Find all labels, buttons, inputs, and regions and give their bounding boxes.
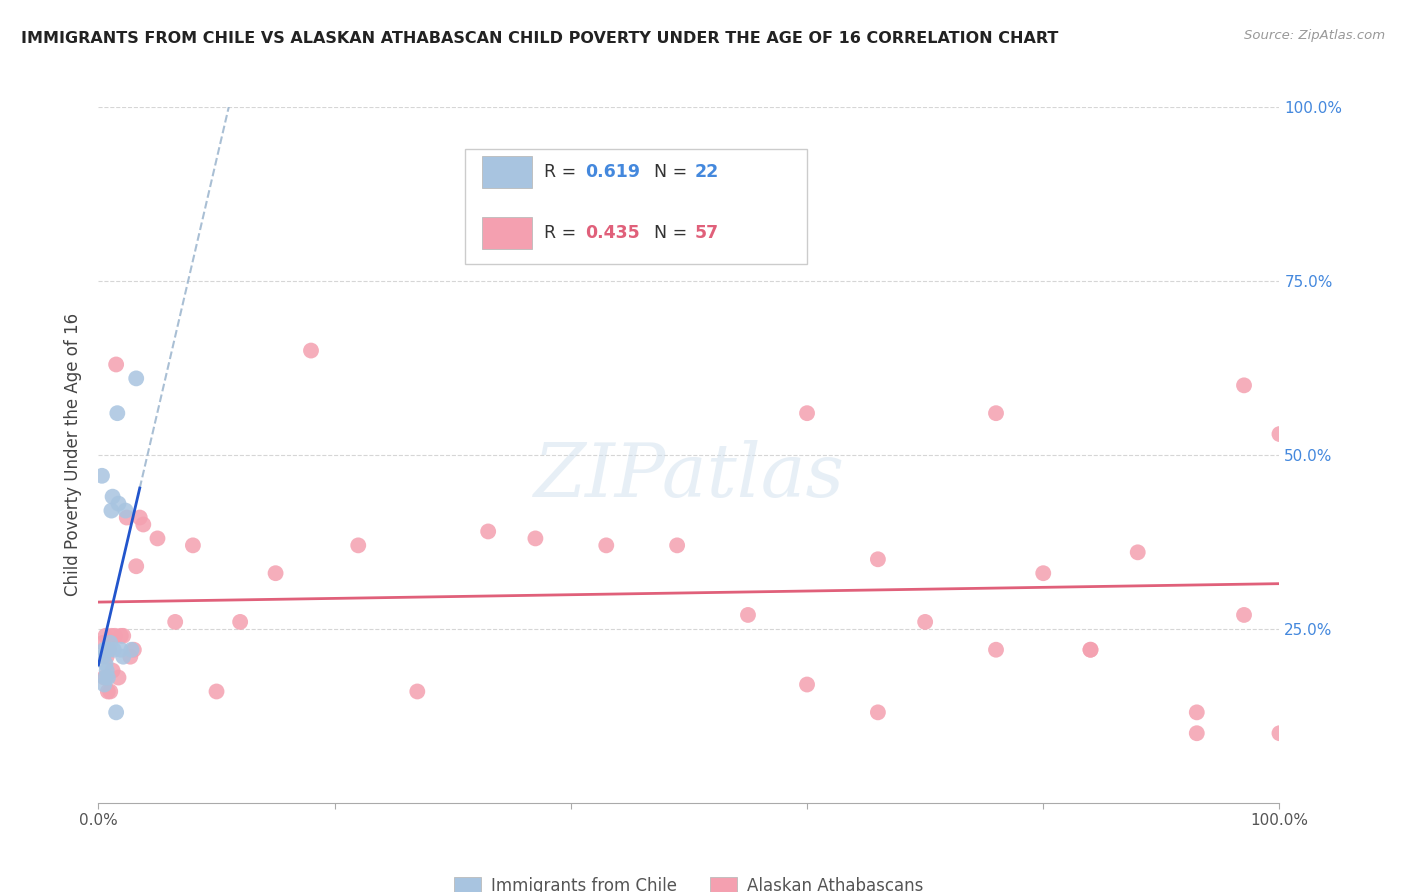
- Point: [914, 615, 936, 629]
- Point: [866, 552, 889, 566]
- Point: [205, 684, 228, 698]
- Point: [125, 559, 148, 574]
- Point: [146, 532, 169, 546]
- Point: [96, 642, 118, 657]
- Point: [115, 510, 138, 524]
- Text: 57: 57: [695, 224, 718, 242]
- Point: [98, 642, 121, 657]
- Text: 0.619: 0.619: [585, 163, 640, 181]
- Point: [96, 649, 118, 664]
- Point: [737, 607, 759, 622]
- Point: [94, 629, 117, 643]
- Text: N =: N =: [654, 163, 692, 181]
- Text: R =: R =: [544, 224, 582, 242]
- Point: [1185, 706, 1208, 720]
- Text: N =: N =: [654, 224, 692, 242]
- Point: [91, 636, 114, 650]
- Point: [97, 671, 120, 685]
- Text: 22: 22: [695, 163, 718, 181]
- Point: [796, 406, 818, 420]
- Point: [96, 664, 118, 678]
- Point: [110, 642, 132, 657]
- Point: [406, 684, 429, 698]
- Point: [1233, 378, 1256, 392]
- Point: [181, 538, 204, 552]
- Point: [1268, 427, 1291, 442]
- Point: [93, 642, 115, 657]
- Text: ZIPatlas: ZIPatlas: [533, 440, 845, 512]
- Point: [114, 503, 136, 517]
- Point: [94, 671, 117, 685]
- Point: [132, 517, 155, 532]
- Point: [101, 664, 124, 678]
- Point: [122, 642, 145, 657]
- Text: Source: ZipAtlas.com: Source: ZipAtlas.com: [1244, 29, 1385, 42]
- Point: [595, 538, 617, 552]
- Point: [107, 497, 129, 511]
- Point: [100, 629, 122, 643]
- Point: [105, 706, 128, 720]
- Point: [91, 468, 114, 483]
- Point: [105, 406, 128, 420]
- Point: [112, 629, 135, 643]
- Point: [299, 343, 322, 358]
- Text: R =: R =: [544, 163, 582, 181]
- Point: [984, 642, 1007, 657]
- Point: [128, 510, 150, 524]
- Point: [984, 406, 1007, 420]
- Point: [120, 649, 142, 664]
- Point: [100, 503, 122, 517]
- Point: [110, 629, 132, 643]
- Point: [666, 538, 689, 552]
- Point: [98, 684, 121, 698]
- Point: [1268, 726, 1291, 740]
- Point: [125, 371, 148, 385]
- Point: [103, 642, 125, 657]
- Point: [1080, 642, 1102, 657]
- Point: [1185, 726, 1208, 740]
- Point: [1032, 566, 1054, 581]
- Point: [347, 538, 370, 552]
- Point: [866, 706, 889, 720]
- Point: [112, 649, 135, 664]
- Point: [107, 671, 129, 685]
- Point: [165, 615, 187, 629]
- Point: [98, 636, 121, 650]
- Text: 0.435: 0.435: [585, 224, 640, 242]
- Point: [477, 524, 499, 539]
- Point: [97, 684, 120, 698]
- Text: IMMIGRANTS FROM CHILE VS ALASKAN ATHABASCAN CHILD POVERTY UNDER THE AGE OF 16 CO: IMMIGRANTS FROM CHILE VS ALASKAN ATHABAS…: [21, 31, 1059, 46]
- Point: [91, 649, 114, 664]
- Point: [93, 671, 115, 685]
- Point: [1080, 642, 1102, 657]
- Point: [94, 657, 117, 671]
- Point: [105, 358, 128, 372]
- Point: [229, 615, 252, 629]
- FancyBboxPatch shape: [464, 149, 807, 264]
- Y-axis label: Child Poverty Under the Age of 16: Child Poverty Under the Age of 16: [65, 313, 83, 597]
- Legend: Immigrants from Chile, Alaskan Athabascans: Immigrants from Chile, Alaskan Athabasca…: [447, 871, 931, 892]
- FancyBboxPatch shape: [482, 156, 531, 188]
- Point: [1233, 607, 1256, 622]
- Point: [796, 677, 818, 691]
- FancyBboxPatch shape: [482, 217, 531, 249]
- Point: [104, 629, 127, 643]
- Point: [101, 490, 124, 504]
- Point: [524, 532, 547, 546]
- Point: [121, 642, 143, 657]
- Point: [93, 677, 115, 691]
- Point: [1126, 545, 1149, 559]
- Point: [264, 566, 287, 581]
- Point: [98, 642, 121, 657]
